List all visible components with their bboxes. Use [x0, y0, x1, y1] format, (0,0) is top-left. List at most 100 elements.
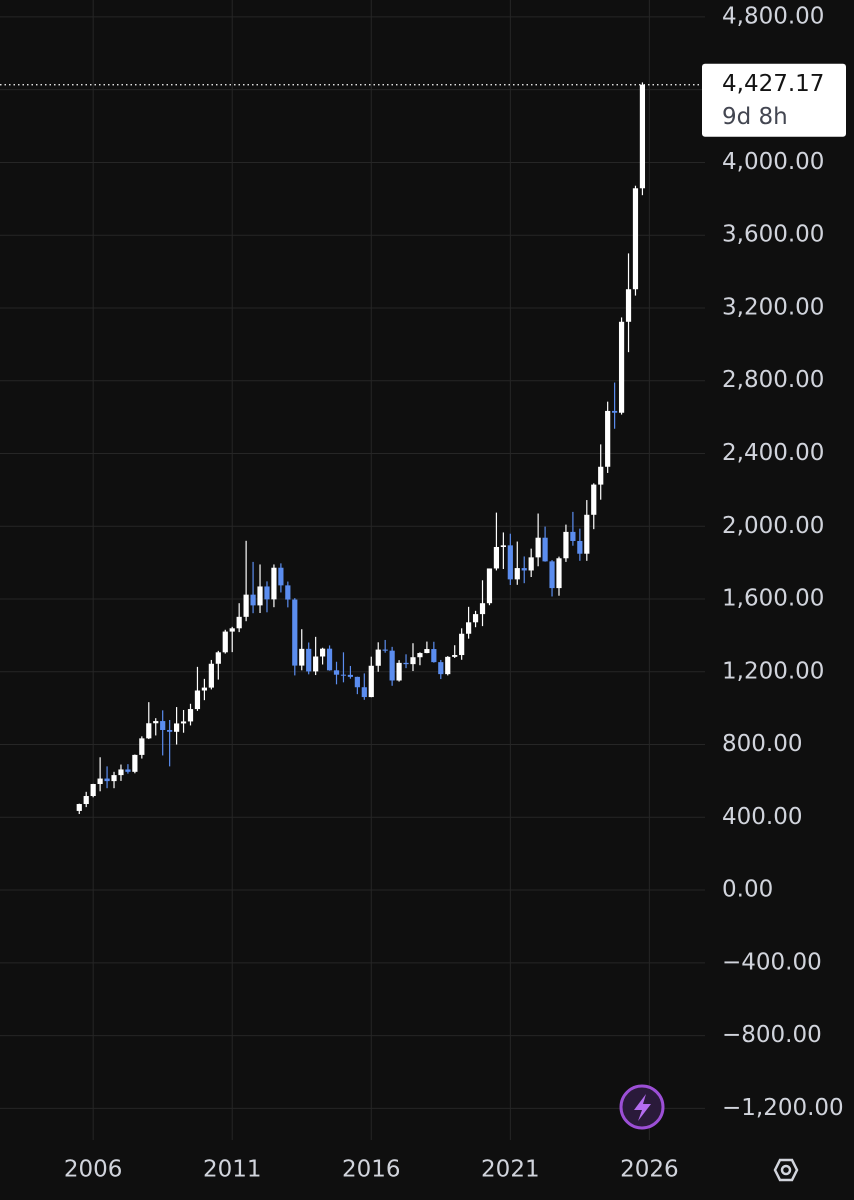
candle-body	[479, 603, 486, 615]
candle-body	[493, 546, 500, 569]
candle-body	[278, 567, 284, 586]
candle-body	[222, 631, 228, 653]
y-tick-label: 2,800.00	[722, 367, 824, 393]
candle-body	[264, 586, 270, 600]
candle-body	[299, 648, 305, 666]
candle-body	[347, 674, 354, 677]
candle-body	[236, 616, 242, 629]
candle-body	[83, 796, 89, 805]
candle-body	[160, 721, 166, 730]
y-tick-label: 4,800.00	[722, 3, 824, 29]
candle-body	[417, 653, 423, 658]
y-tick-label: 4,000.00	[722, 149, 824, 175]
candle-body	[424, 649, 430, 654]
overlay: 4,800.004,400.004,000.003,600.003,200.00…	[0, 3, 846, 1183]
candle-body	[111, 775, 117, 782]
candle-body	[146, 723, 152, 739]
candle-body	[194, 690, 201, 710]
candle-body	[625, 289, 632, 322]
candle-body	[215, 652, 221, 664]
countdown-label: 9d 8h	[722, 104, 788, 130]
candle-body	[438, 662, 444, 675]
candle-body	[472, 614, 479, 623]
x-tick-label: 2026	[620, 1157, 679, 1183]
candle-body	[340, 674, 347, 676]
y-tick-label: 400.00	[722, 804, 802, 830]
candle-body	[139, 738, 145, 755]
candle-body	[104, 778, 110, 782]
candle-body	[507, 545, 513, 580]
last-price-label: 4,427.17	[722, 71, 824, 97]
candle-body	[556, 558, 562, 589]
candles	[76, 82, 646, 815]
candle-body	[306, 648, 312, 672]
candle-body	[445, 656, 451, 675]
candle-body	[285, 585, 291, 600]
candle-body	[396, 662, 402, 681]
candle-body	[118, 769, 124, 776]
candle-body	[90, 784, 96, 797]
candle-body	[535, 537, 541, 558]
candle-body	[292, 599, 298, 666]
candle-body	[250, 594, 256, 606]
candle-body	[167, 729, 173, 732]
y-tick-label: −1,200.00	[722, 1095, 844, 1121]
y-tick-label: 1,200.00	[722, 658, 824, 684]
candle-body	[514, 568, 520, 580]
x-tick-label: 2011	[203, 1157, 262, 1183]
candle-body	[361, 687, 367, 698]
candle-body	[632, 188, 639, 290]
y-tick-label: 800.00	[722, 731, 802, 757]
candle-body	[570, 531, 576, 541]
candle-body	[410, 657, 416, 665]
candle-body	[125, 769, 131, 772]
candle-body	[612, 410, 618, 413]
candle-body	[403, 662, 409, 665]
candle-body	[132, 754, 138, 772]
candle-body	[375, 649, 381, 666]
candle-body	[173, 723, 180, 732]
candle-body	[618, 321, 625, 413]
candle-body	[542, 537, 548, 562]
y-tick-label: 3,600.00	[722, 222, 824, 248]
y-tick-label: 2,000.00	[722, 513, 824, 539]
candle-body	[500, 545, 506, 547]
candle-body	[466, 622, 472, 634]
candle-body	[153, 721, 159, 724]
candle-body	[313, 656, 319, 672]
x-tick-label: 2006	[64, 1157, 123, 1183]
candle-body	[271, 567, 277, 600]
candle-body	[528, 557, 534, 571]
candle-body	[521, 568, 527, 571]
settings-button[interactable]	[773, 1158, 799, 1182]
candle-body	[368, 665, 374, 698]
candle-body	[563, 531, 569, 559]
y-tick-label: 2,400.00	[722, 440, 824, 466]
y-tick-label: 1,600.00	[722, 586, 824, 612]
grid	[0, 0, 705, 1140]
x-tick-label: 2016	[342, 1157, 401, 1183]
candle-body	[229, 628, 235, 632]
y-tick-label: −800.00	[722, 1022, 822, 1048]
lightning-button[interactable]	[619, 1084, 665, 1130]
y-tick-label: 3,200.00	[722, 294, 824, 320]
candle-body	[97, 778, 103, 785]
candle-body	[320, 648, 326, 657]
candle-body	[549, 561, 555, 589]
candle-body	[76, 804, 82, 811]
candle-body	[243, 594, 249, 617]
candle-body	[208, 663, 214, 688]
candle-body	[486, 568, 493, 604]
candle-body	[605, 410, 611, 467]
last-price-box	[702, 63, 846, 137]
candle-body	[180, 721, 187, 724]
x-tick-label: 2021	[481, 1157, 540, 1183]
candle-body	[333, 670, 340, 675]
candle-body	[257, 586, 263, 606]
candle-body	[577, 540, 583, 554]
y-tick-label: −400.00	[722, 949, 822, 975]
y-tick-label: 0.00	[722, 877, 773, 903]
candle-body	[389, 650, 395, 681]
